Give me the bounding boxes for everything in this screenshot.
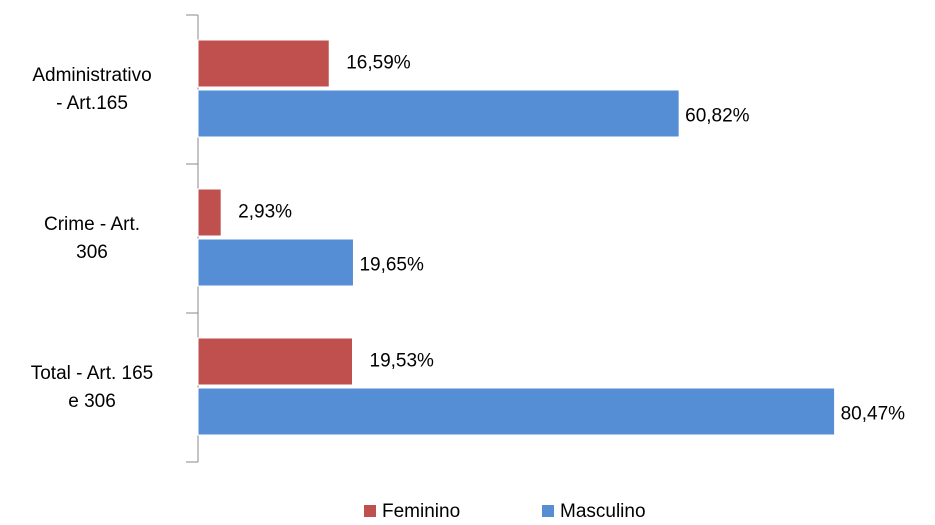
bar <box>197 188 222 237</box>
category-label: Administrativo - Art.165 <box>32 64 152 114</box>
data-label: 19,53% <box>370 351 435 372</box>
bar <box>197 337 354 386</box>
data-label: 16,59% <box>346 53 411 74</box>
legend-swatch <box>542 505 554 517</box>
bar <box>197 39 330 88</box>
data-label: 60,82% <box>685 106 750 127</box>
data-label: 80,47% <box>841 404 906 425</box>
legend-swatch <box>364 505 376 517</box>
legend-label: Masculino <box>560 501 646 522</box>
data-label: 19,65% <box>359 255 424 276</box>
bar <box>197 387 836 436</box>
bar <box>197 238 354 287</box>
bar <box>197 89 680 138</box>
category-label: Total - Art. 165 e 306 <box>30 362 154 412</box>
data-label: 2,93% <box>238 202 292 223</box>
legend-label: Feminino <box>382 501 460 522</box>
category-label: Crime - Art. 306 <box>43 213 141 263</box>
